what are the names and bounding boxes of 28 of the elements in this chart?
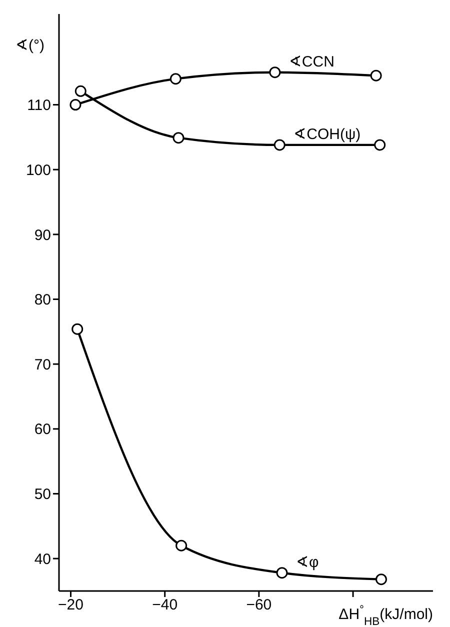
point: [274, 139, 286, 151]
series-label: ∢COH(ψ): [294, 126, 361, 143]
point: [170, 73, 182, 85]
x-tick-label: −60: [246, 596, 272, 614]
x-tick-label: −20: [58, 596, 84, 614]
point: [276, 567, 288, 579]
y-tick-label: 40: [34, 550, 51, 568]
point: [172, 132, 184, 144]
point: [176, 540, 188, 552]
point: [370, 70, 382, 82]
point: [72, 323, 84, 335]
point: [269, 66, 281, 78]
y-tick-label: 80: [34, 292, 51, 309]
point: [74, 85, 86, 97]
x-tick-label: −40: [152, 596, 178, 614]
y-axis-title: ∢(°): [16, 37, 44, 54]
y-tick-label: 50: [34, 486, 51, 504]
y-tick-label: 90: [34, 226, 51, 244]
x-axis-title: ΔH$^{°}$$_{HB}$(kJ/mol): [338, 604, 434, 627]
y-tick-label: 70: [34, 356, 51, 374]
point: [374, 139, 386, 151]
series-label: ∢CCN: [288, 53, 334, 70]
point: [376, 574, 387, 586]
point: [70, 99, 82, 111]
y-tick-label: 110: [27, 97, 51, 114]
y-tick-label: 60: [34, 421, 51, 438]
series-label: ∢φ: [296, 554, 319, 571]
y-tick-label: 100: [26, 162, 51, 179]
